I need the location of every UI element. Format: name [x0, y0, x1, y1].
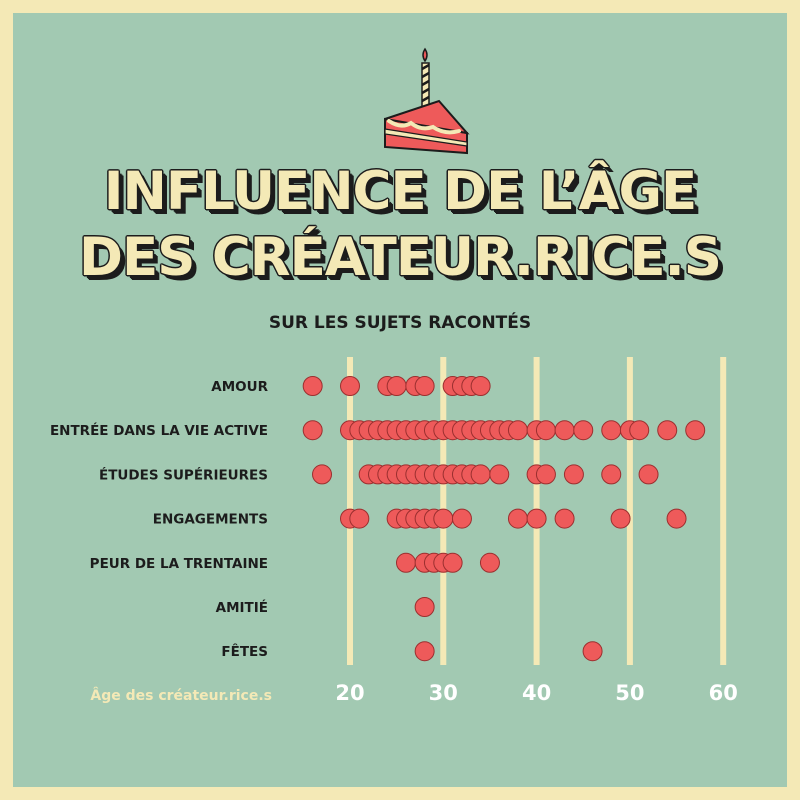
category-label: ENTRÉE DANS LA VIE ACTIVE: [50, 422, 268, 439]
x-tick-label: 30: [429, 681, 458, 705]
data-point: [657, 420, 678, 441]
data-point: [433, 508, 454, 529]
data-point: [535, 420, 556, 441]
category-label: ENGAGEMENTS: [153, 512, 268, 528]
x-tick-label: 50: [615, 681, 644, 705]
data-point: [414, 376, 435, 396]
data-point: [666, 508, 687, 529]
category-label: AMITIÉ: [216, 599, 268, 616]
infographic: INFLUENCE DE L’ÂGE DES CRÉATEUR.RICE.S S…: [13, 13, 787, 787]
x-tick-label: 60: [709, 681, 738, 705]
data-point: [414, 641, 435, 662]
data-point: [507, 420, 528, 441]
category-label: PEUR DE LA TRENTAINE: [90, 556, 268, 572]
data-point: [340, 376, 360, 396]
data-point: [349, 508, 370, 529]
data-point: [601, 464, 622, 485]
data-point: [554, 420, 575, 441]
x-tick-label: 20: [335, 681, 364, 705]
data-point: [451, 508, 472, 529]
category-label: AMOUR: [211, 379, 268, 395]
data-point: [610, 508, 631, 529]
data-point: [302, 376, 323, 396]
data-point: [395, 552, 416, 573]
data-point: [302, 420, 323, 441]
data-point: [386, 376, 407, 396]
data-point: [685, 420, 706, 441]
data-point: [563, 464, 584, 485]
data-point: [638, 464, 659, 485]
data-point: [312, 464, 333, 485]
category-label: FÊTES: [221, 643, 268, 660]
data-point: [414, 597, 435, 617]
data-point: [554, 508, 575, 529]
title-line-2: DES CRÉATEUR.RICE.S: [79, 227, 722, 288]
title-line-1: INFLUENCE DE L’ÂGE: [103, 161, 697, 222]
x-tick-label: 40: [522, 681, 551, 705]
category-label: ÉTUDES SUPÉRIEURES: [99, 466, 268, 483]
data-point: [535, 464, 556, 485]
data-point: [573, 420, 594, 441]
subtitle: SUR LES SUJETS RACONTÉS: [268, 313, 532, 333]
birthday-cake-slice-icon: [384, 47, 470, 155]
data-point: [489, 464, 510, 485]
data-point: [601, 420, 622, 441]
data-point: [582, 641, 603, 662]
x-axis-title: Âge des créateur.rice.s: [90, 687, 272, 704]
data-point: [507, 508, 528, 529]
data-point: [526, 508, 547, 529]
data-point: [470, 464, 491, 485]
data-point: [479, 552, 500, 573]
data-point: [629, 420, 650, 441]
data-point: [442, 552, 463, 573]
data-point: [470, 376, 491, 396]
